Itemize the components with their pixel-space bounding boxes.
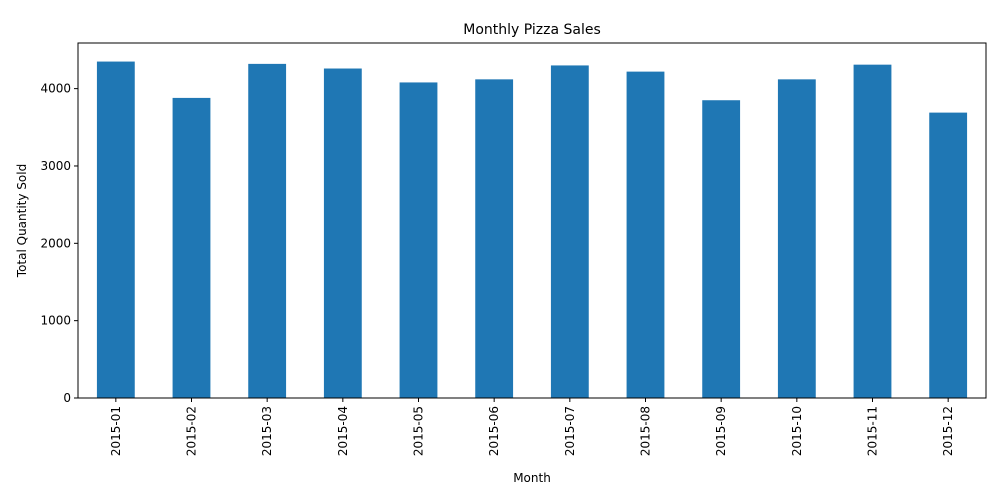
- plot-frame: [77, 42, 987, 399]
- y-tick-label-2000: 2000: [40, 236, 71, 250]
- bar-2015-05: [399, 82, 438, 398]
- bar-2015-01: [96, 61, 135, 399]
- bar-2015-06: [475, 79, 514, 398]
- x-axis-label: Month: [513, 471, 551, 485]
- x-tick-label-2015-09: 2015-09: [714, 406, 728, 456]
- chart-title: Monthly Pizza Sales: [463, 22, 601, 38]
- bars-group: [96, 61, 968, 399]
- x-tick-label-2015-07: 2015-07: [563, 406, 577, 456]
- y-axis-ticks: 0 1000 2000 3000 4000: [40, 82, 78, 405]
- x-tick-label-2015-01: 2015-01: [109, 406, 123, 456]
- bar-2015-02: [172, 97, 211, 398]
- x-tick-label-2015-04: 2015-04: [336, 406, 350, 456]
- bar-2015-04: [323, 68, 362, 399]
- x-axis-ticks: 2015-01 2015-02 2015-03 2015-04 2015-05 2015-…: [109, 398, 955, 456]
- bar-2015-10: [777, 79, 816, 398]
- bar-2015-09: [702, 100, 741, 398]
- bar-2015-11: [853, 64, 892, 398]
- x-tick-label-2015-05: 2015-05: [412, 406, 426, 456]
- bar-2015-12: [929, 112, 968, 399]
- x-tick-label-2015-06: 2015-06: [487, 406, 501, 456]
- y-tick-label-0: 0: [63, 391, 71, 405]
- x-tick-label-2015-12: 2015-12: [941, 406, 955, 456]
- y-tick-label-3000: 3000: [40, 159, 71, 173]
- x-tick-label-2015-08: 2015-08: [639, 406, 653, 456]
- x-tick-label-2015-03: 2015-03: [260, 406, 274, 456]
- x-tick-label-2015-10: 2015-10: [790, 406, 804, 456]
- bar-2015-03: [248, 63, 287, 398]
- x-tick-label-2015-02: 2015-02: [185, 406, 199, 456]
- bar-2015-08: [626, 71, 665, 399]
- y-tick-label-4000: 4000: [40, 82, 71, 96]
- bar-2015-07: [550, 65, 589, 399]
- y-tick-label-1000: 1000: [40, 314, 71, 328]
- x-tick-label-2015-11: 2015-11: [866, 406, 880, 456]
- y-axis-label: Total Quantity Sold: [15, 164, 29, 278]
